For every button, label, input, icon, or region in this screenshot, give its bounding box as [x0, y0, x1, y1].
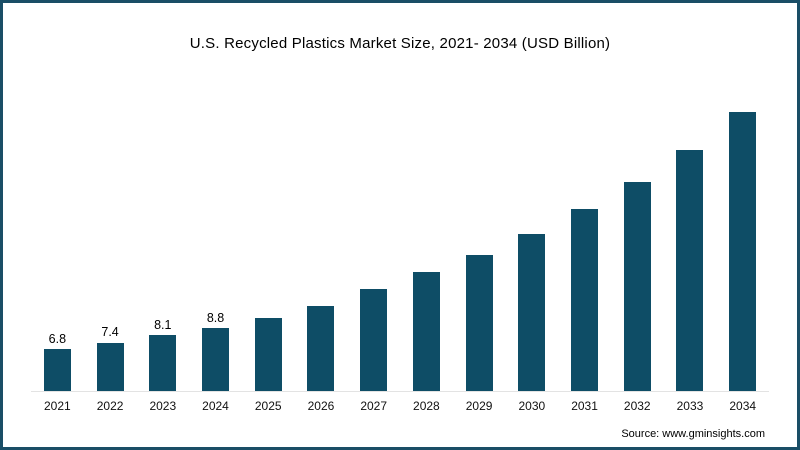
- bar: [360, 289, 388, 391]
- bar-group: 2030: [505, 91, 558, 413]
- bar: [43, 349, 71, 391]
- x-axis-label: 2033: [676, 399, 704, 413]
- source-credit: Source: www.gminsights.com: [621, 428, 765, 440]
- x-axis-label: 2024: [202, 399, 229, 413]
- x-axis-label: 2025: [254, 399, 282, 413]
- bar: [307, 305, 335, 391]
- x-axis-label: 2026: [307, 399, 335, 413]
- bar-chart: 6.8 2021 7.4 2022 8.1 2023 8.8 2024 2025 2026 2027…: [31, 91, 769, 413]
- bar-group: 6.8 2021: [31, 91, 84, 413]
- x-axis-label: 2027: [360, 399, 388, 413]
- bar: [254, 317, 282, 391]
- bar-value-label: 6.8: [48, 331, 67, 346]
- x-axis-label: 2030: [518, 399, 546, 413]
- bar: [623, 182, 651, 391]
- bar-value-label: 7.4: [101, 325, 119, 340]
- bar-group: 2034: [716, 91, 769, 413]
- x-axis-label: 2023: [149, 399, 177, 413]
- bar: [518, 233, 546, 391]
- bar-group: 2025: [242, 91, 295, 413]
- x-axis-label: 2031: [571, 399, 598, 413]
- bar: [571, 209, 599, 391]
- bar-group: 2032: [611, 91, 664, 413]
- bar-group: 2027: [347, 91, 400, 413]
- x-axis-label: 2034: [729, 399, 757, 413]
- bar-group: 8.1 2023: [136, 91, 189, 413]
- x-axis-label: 2021: [44, 399, 71, 413]
- bar-group: 8.8 2024: [189, 91, 242, 413]
- bar: [202, 328, 230, 391]
- x-axis-label: 2028: [413, 399, 440, 413]
- bar: [465, 254, 493, 391]
- bar-value-label: 8.1: [154, 317, 172, 332]
- bar-group: 2028: [400, 91, 453, 413]
- bar: [149, 335, 177, 391]
- bar: [676, 149, 704, 391]
- bar: [412, 272, 440, 391]
- bar-group: 2026: [295, 91, 348, 413]
- bar: [96, 342, 124, 391]
- x-axis-label: 2022: [96, 399, 124, 413]
- x-axis-label: 2029: [465, 399, 493, 413]
- bar-group: 2029: [453, 91, 506, 413]
- bar-group: 7.4 2022: [84, 91, 137, 413]
- chart-title: U.S. Recycled Plastics Market Size, 2021…: [189, 35, 611, 52]
- bar-group: 2031: [558, 91, 611, 413]
- bar: [729, 111, 757, 391]
- bar-value-label: 8.8: [206, 310, 225, 325]
- x-axis-label: 2032: [623, 399, 651, 413]
- bar-group: 2033: [664, 91, 717, 413]
